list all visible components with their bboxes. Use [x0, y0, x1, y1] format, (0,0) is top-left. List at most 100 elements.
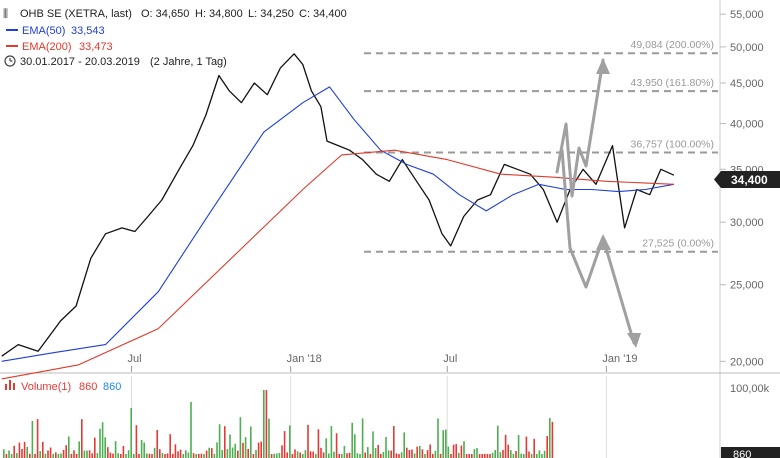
volume-bar — [208, 447, 210, 458]
ohlc-high: H: 34,800 — [195, 8, 243, 20]
volume-bar — [374, 448, 377, 458]
series-layer — [1, 53, 675, 380]
mid-arrowhead — [596, 234, 611, 250]
volume-bar — [99, 428, 101, 458]
volume-badge-text: 860 — [733, 449, 751, 458]
grid — [130, 376, 607, 458]
volume-bar — [68, 436, 70, 458]
volume-bar — [91, 453, 93, 458]
volume-bar — [216, 442, 218, 458]
fib-levels: 49,084 (200.00%) 43,950 (161.80%) 36,757 (… — [364, 39, 718, 253]
volume-bar — [367, 447, 369, 458]
volume-bar — [234, 443, 236, 458]
volume-bar — [463, 441, 465, 458]
volume-bar — [393, 426, 395, 458]
volume-bar — [286, 452, 288, 458]
volume-bar — [62, 449, 65, 458]
volume-bar — [47, 450, 49, 458]
y-tick-label: 25,000 — [730, 280, 764, 292]
volume-bar — [75, 454, 78, 458]
volume-icon — [5, 380, 15, 390]
volume-bar — [42, 441, 44, 458]
x-tick-label: Jan '18 — [287, 353, 322, 365]
volume-bar — [159, 449, 161, 458]
volume-bar — [86, 450, 88, 458]
volume-bar — [203, 454, 205, 458]
volume-bar — [135, 425, 138, 458]
volume-bar — [73, 450, 75, 458]
last-price-badge: 34,400 — [714, 171, 780, 188]
volume-bar — [452, 444, 455, 458]
last-price-badge-text: 34,400 — [731, 173, 768, 187]
volume-bar — [192, 453, 195, 458]
volume-bar — [237, 450, 239, 458]
volume-bar — [224, 426, 226, 458]
ema200-label: EMA(200) — [22, 41, 72, 53]
volume-bar — [385, 436, 387, 458]
volume-bar — [29, 453, 31, 458]
volume-bar — [429, 444, 431, 458]
volume-bar — [512, 454, 515, 458]
volume-bar — [23, 441, 26, 458]
fib-label: 49,084 (200.00%) — [631, 39, 714, 51]
volume-bar — [65, 445, 67, 458]
volume-bar — [112, 453, 114, 458]
volume-bar — [486, 453, 489, 458]
volume-bar — [439, 453, 442, 458]
volume-bar — [354, 434, 356, 458]
volume-bar — [231, 447, 234, 458]
volume-bar — [307, 424, 309, 458]
volume-bar — [515, 451, 517, 458]
volume-bar — [507, 444, 509, 458]
volume-bar — [294, 449, 296, 458]
volume-bar — [44, 453, 47, 458]
volume-bar — [255, 449, 257, 458]
volume-bar — [281, 445, 283, 458]
volume-bar — [341, 453, 343, 458]
volume-bar — [411, 449, 413, 458]
candlestick-icon: ⫼ — [3, 8, 8, 20]
period: (2 Jahre, 1 Tag) — [150, 56, 227, 68]
volume-bar — [382, 451, 385, 458]
volume-bar — [174, 444, 177, 458]
x-tick-label: Jul — [443, 353, 457, 365]
volume-bar — [377, 444, 379, 458]
volume-bar — [499, 452, 502, 458]
volume-bar — [190, 402, 192, 458]
volume-bar — [497, 425, 499, 458]
volume-bar — [390, 450, 392, 458]
volume-bar — [185, 450, 187, 458]
volume-bar — [146, 453, 148, 458]
volume-bar — [356, 453, 359, 458]
volume-bar — [195, 454, 197, 458]
volume-bar — [343, 445, 346, 458]
volume-bar — [70, 453, 73, 458]
volume-bar — [322, 452, 325, 458]
volume-bar — [387, 450, 390, 458]
volume-bar — [169, 434, 171, 458]
price-line — [1, 53, 675, 357]
volume-bar — [130, 408, 132, 458]
volume-bar — [187, 452, 190, 458]
volume-bar — [320, 447, 322, 458]
downward-arrowhead — [627, 333, 641, 348]
volume-bar — [549, 417, 551, 458]
volume-bar — [49, 447, 52, 458]
volume-bar — [273, 453, 275, 458]
volume-bar — [8, 450, 10, 458]
volume-bar — [304, 450, 307, 458]
volume-bar — [484, 453, 486, 458]
volume-bar — [211, 448, 213, 458]
volume-label: Volume(1) — [21, 381, 71, 393]
volume-bar — [83, 450, 86, 458]
volume-bar — [536, 454, 538, 458]
volume-bar — [21, 449, 23, 458]
volume-bar — [325, 438, 327, 458]
volume-bar — [447, 446, 450, 458]
volume-bar — [315, 453, 317, 458]
volume-bar — [247, 448, 249, 458]
volume-bar — [432, 454, 434, 458]
y-tick-label: 20,000 — [730, 356, 764, 368]
